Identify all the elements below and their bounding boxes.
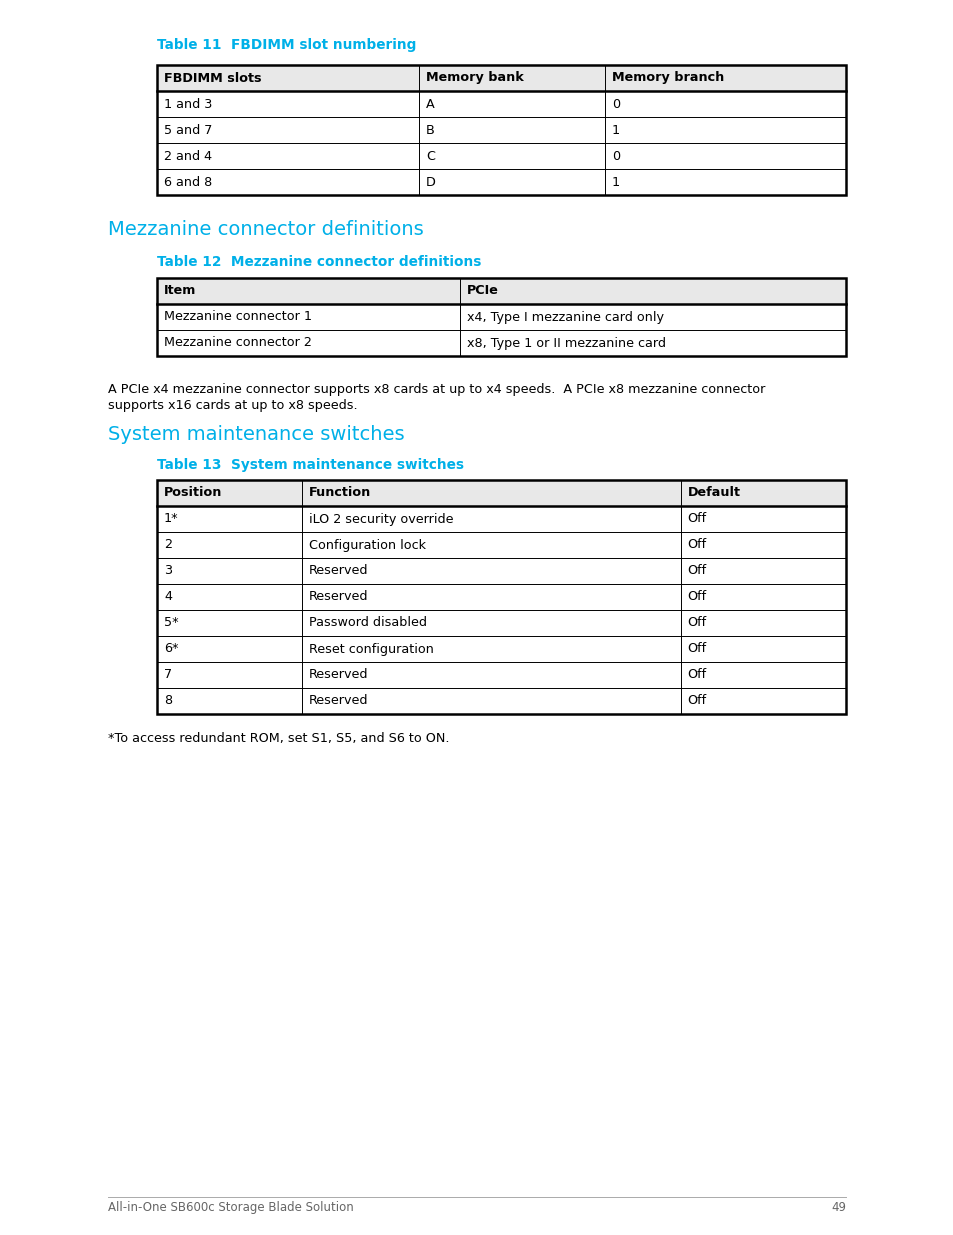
Text: Reserved: Reserved [309, 668, 368, 682]
Text: Password disabled: Password disabled [309, 616, 426, 630]
Text: 5 and 7: 5 and 7 [164, 124, 213, 137]
Text: 1*: 1* [164, 513, 178, 526]
Text: Reset configuration: Reset configuration [309, 642, 433, 656]
Bar [157, 65, 845, 91]
Text: Off: Off [687, 538, 706, 552]
Text: 2: 2 [164, 538, 172, 552]
Text: Mezzanine connector 1: Mezzanine connector 1 [164, 310, 312, 324]
Text: 8: 8 [164, 694, 172, 708]
Text: x8, Type 1 or II mezzanine card: x8, Type 1 or II mezzanine card [467, 336, 665, 350]
Text: 1: 1 [611, 175, 619, 189]
Text: 6 and 8: 6 and 8 [164, 175, 212, 189]
Text: Default: Default [687, 487, 740, 499]
Text: Off: Off [687, 668, 706, 682]
Text: Off: Off [687, 590, 706, 604]
Text: 49: 49 [830, 1200, 845, 1214]
Text: 2 and 4: 2 and 4 [164, 149, 212, 163]
Text: Memory bank: Memory bank [425, 72, 523, 84]
Bar [157, 480, 845, 714]
Text: Off: Off [687, 513, 706, 526]
Text: System maintenance switches: System maintenance switches [108, 425, 404, 445]
Text: Mezzanine connector 2: Mezzanine connector 2 [164, 336, 312, 350]
Text: 1 and 3: 1 and 3 [164, 98, 213, 110]
Bar [157, 65, 845, 195]
Text: 1: 1 [611, 124, 619, 137]
Bar [157, 480, 845, 506]
Text: *To access redundant ROM, set S1, S5, and S6 to ON.: *To access redundant ROM, set S1, S5, an… [108, 732, 449, 745]
Text: 5*: 5* [164, 616, 178, 630]
Bar [157, 278, 845, 304]
Text: 0: 0 [611, 149, 619, 163]
Text: Configuration lock: Configuration lock [309, 538, 425, 552]
Text: PCIe: PCIe [467, 284, 498, 298]
Text: iLO 2 security override: iLO 2 security override [309, 513, 453, 526]
Text: Table 13  System maintenance switches: Table 13 System maintenance switches [157, 458, 463, 472]
Text: B: B [425, 124, 435, 137]
Text: Reserved: Reserved [309, 564, 368, 578]
Text: x4, Type I mezzanine card only: x4, Type I mezzanine card only [467, 310, 663, 324]
Text: C: C [425, 149, 435, 163]
Text: FBDIMM slots: FBDIMM slots [164, 72, 261, 84]
Text: All-in-One SB600c Storage Blade Solution: All-in-One SB600c Storage Blade Solution [108, 1200, 354, 1214]
Text: Reserved: Reserved [309, 694, 368, 708]
Bar [157, 278, 845, 356]
Text: Off: Off [687, 694, 706, 708]
Text: Memory branch: Memory branch [611, 72, 723, 84]
Text: Off: Off [687, 564, 706, 578]
Text: Table 11  FBDIMM slot numbering: Table 11 FBDIMM slot numbering [157, 38, 416, 52]
Text: 7: 7 [164, 668, 172, 682]
Text: A: A [425, 98, 435, 110]
Text: Position: Position [164, 487, 222, 499]
Text: Reserved: Reserved [309, 590, 368, 604]
Text: 6*: 6* [164, 642, 178, 656]
Text: A PCIe x4 mezzanine connector supports x8 cards at up to x4 speeds.  A PCIe x8 m: A PCIe x4 mezzanine connector supports x… [108, 383, 764, 396]
Text: Off: Off [687, 616, 706, 630]
Text: Table 12  Mezzanine connector definitions: Table 12 Mezzanine connector definitions [157, 254, 481, 269]
Text: D: D [425, 175, 436, 189]
Text: Mezzanine connector definitions: Mezzanine connector definitions [108, 220, 423, 240]
Text: 4: 4 [164, 590, 172, 604]
Text: 3: 3 [164, 564, 172, 578]
Text: Item: Item [164, 284, 196, 298]
Text: Off: Off [687, 642, 706, 656]
Text: Function: Function [309, 487, 371, 499]
Text: 0: 0 [611, 98, 619, 110]
Text: supports x16 cards at up to x8 speeds.: supports x16 cards at up to x8 speeds. [108, 399, 357, 412]
